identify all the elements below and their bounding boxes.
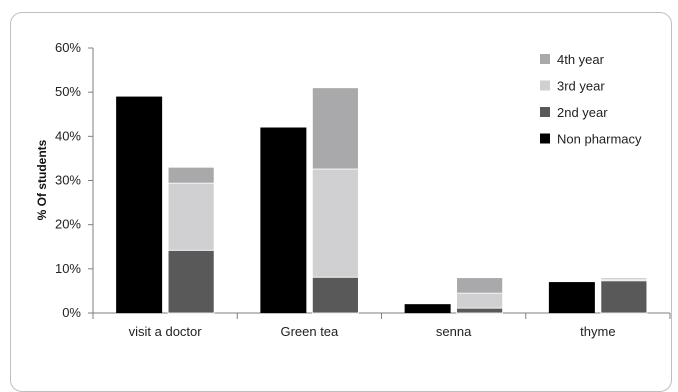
legend-label: 4th year (557, 52, 605, 67)
y-tick-label: 30% (55, 173, 81, 188)
y-tick-label: 40% (55, 128, 81, 143)
bar-segment-4th-year (311, 87, 359, 170)
bar-segment-4th-year (600, 277, 648, 280)
y-tick-label: 50% (55, 84, 81, 99)
bar-non-pharmacy (404, 304, 451, 313)
legend: 4th year 3rd year 2nd year Non pharmacy (540, 52, 642, 147)
bar-chart: % Of students 0% 10% 20% 30% 40% 50% 60% visit … (35, 40, 671, 339)
bar-segment-2nd-year (456, 307, 504, 314)
bar-segment-4th-year (167, 166, 215, 184)
y-axis-label: % Of students (35, 139, 49, 220)
x-category-label: senna (436, 324, 472, 339)
bar-segment-3rd-year (311, 168, 359, 278)
x-category-label: visit a doctor (129, 324, 203, 339)
x-category-label: thyme (580, 324, 615, 339)
y-tick-label: 20% (55, 217, 81, 232)
bar-segment-4th-year (456, 277, 504, 294)
legend-label: 2nd year (557, 105, 608, 120)
legend-label: Non pharmacy (557, 132, 642, 147)
bar-non-pharmacy (548, 282, 595, 313)
y-tick-label: 10% (55, 261, 81, 276)
y-tick-label: 60% (55, 40, 81, 55)
legend-label: 3rd year (557, 79, 605, 94)
bar-non-pharmacy (116, 96, 163, 313)
y-tick-label: 0% (62, 305, 81, 320)
x-category-label: Green tea (280, 324, 339, 339)
bar-segment-3rd-year (167, 182, 215, 251)
bar-segment-2nd-year (600, 280, 648, 314)
bar-segment-2nd-year (167, 249, 215, 314)
legend-swatch (540, 107, 550, 117)
legend-swatch (540, 54, 550, 64)
legend-swatch (540, 133, 550, 144)
plot-area: 0% 10% 20% 30% 40% 50% 60% visit a doctor Green … (55, 40, 671, 339)
legend-swatch (540, 80, 550, 91)
bar-segment-2nd-year (311, 276, 359, 314)
bar-segment-3rd-year (456, 292, 504, 309)
bar-non-pharmacy (260, 127, 307, 313)
